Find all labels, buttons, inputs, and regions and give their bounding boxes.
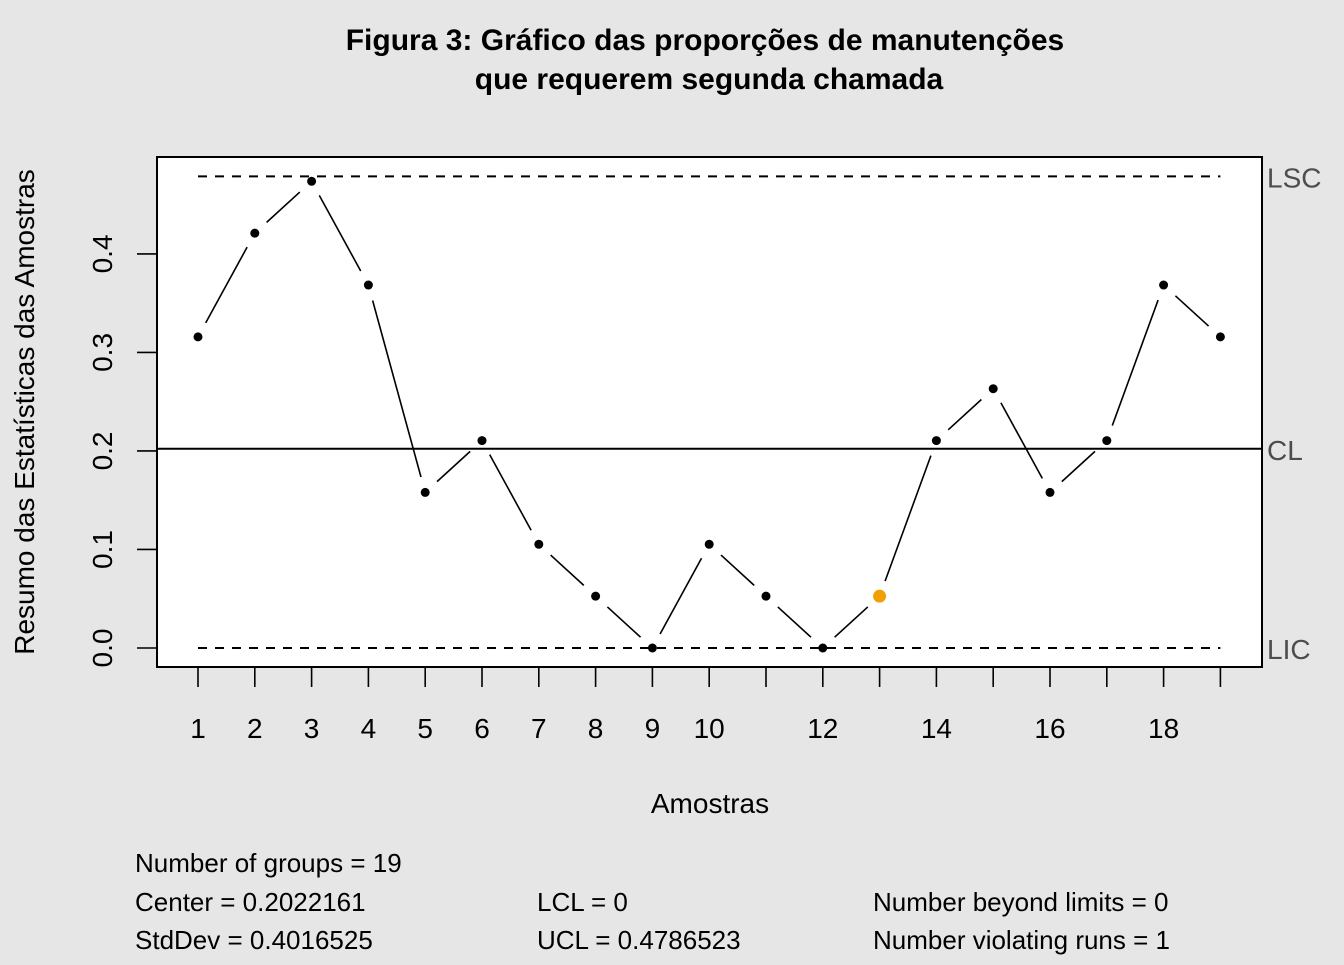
data-point (1102, 436, 1112, 446)
series-segment (436, 450, 471, 483)
center-label: CL (1267, 435, 1303, 466)
x-tick-label: 8 (588, 713, 604, 744)
x-tick-label: 3 (304, 713, 320, 744)
data-point (307, 176, 317, 186)
x-tick-label: 1 (190, 713, 206, 744)
x-tick-label: 5 (417, 713, 433, 744)
series-segment (1000, 402, 1044, 479)
stat-beyond-limits: Number beyond limits = 0 (873, 887, 1169, 917)
data-point (818, 643, 828, 653)
series-segment (266, 191, 301, 223)
series-segment (488, 454, 532, 531)
stat-violating-runs: Number violating runs = 1 (873, 925, 1170, 955)
data-point (647, 643, 657, 653)
series-segment (550, 554, 585, 586)
lcl-label: LIC (1267, 634, 1311, 665)
x-tick-label: 4 (361, 713, 377, 744)
series-segment (371, 300, 422, 478)
series-segment (884, 455, 932, 582)
plot-area (156, 156, 1263, 668)
data-point (931, 436, 941, 446)
x-tick-label: 12 (807, 713, 838, 744)
x-tick-label: 2 (247, 713, 263, 744)
y-axis-label: Resumo das Estatísticas das Amostras (9, 169, 40, 655)
x-tick-label: 6 (474, 713, 490, 744)
series-segment (659, 557, 703, 635)
chart-title-line1: Figura 3: Gráfico das proporções de manu… (346, 24, 1065, 57)
chart-title-line2: que requerem segunda chamada (475, 63, 944, 96)
data-point (1159, 280, 1169, 290)
x-axis-label: Amostras (651, 788, 769, 819)
x-tick-label: 18 (1148, 713, 1179, 744)
series-segment (204, 246, 248, 324)
stat-center: Center = 0.2022161 (135, 887, 366, 917)
data-point (988, 384, 998, 394)
violating-point (873, 589, 887, 603)
data-point (534, 539, 544, 549)
series-segment (720, 554, 755, 586)
data-point (1045, 487, 1055, 497)
data-point (250, 228, 260, 238)
x-tick-label: 14 (921, 713, 952, 744)
series-segment (1111, 299, 1159, 426)
ucl-label: LSC (1267, 162, 1321, 193)
data-point (761, 591, 771, 601)
y-tick-label: 0.3 (87, 333, 118, 372)
stat-lcl: LCL = 0 (537, 887, 628, 917)
stat-ucl: UCL = 0.4786523 (537, 925, 741, 955)
x-tick-label: 16 (1034, 713, 1065, 744)
data-point (704, 539, 714, 549)
data-point (363, 280, 373, 290)
x-tick-label: 9 (645, 713, 661, 744)
data-point (591, 591, 601, 601)
y-tick-label: 0.1 (87, 530, 118, 569)
series-segment (1174, 295, 1210, 327)
data-point (193, 332, 203, 342)
stat-groups: Number of groups = 19 (135, 848, 402, 878)
series-segment (1061, 450, 1096, 483)
series-segment (777, 606, 812, 638)
y-tick-label: 0.4 (87, 234, 118, 273)
stat-stddev: StdDev = 0.4016525 (135, 925, 373, 955)
series-segment (834, 606, 869, 638)
series-segment (606, 606, 642, 638)
series-segment (947, 398, 982, 431)
x-tick-label: 7 (531, 713, 547, 744)
data-point (420, 487, 430, 497)
y-tick-label: 0.0 (87, 629, 118, 668)
series-segment (318, 194, 362, 272)
data-point (1215, 332, 1225, 342)
y-tick-label: 0.2 (87, 431, 118, 470)
x-tick-label: 10 (694, 713, 725, 744)
data-point (477, 436, 487, 446)
